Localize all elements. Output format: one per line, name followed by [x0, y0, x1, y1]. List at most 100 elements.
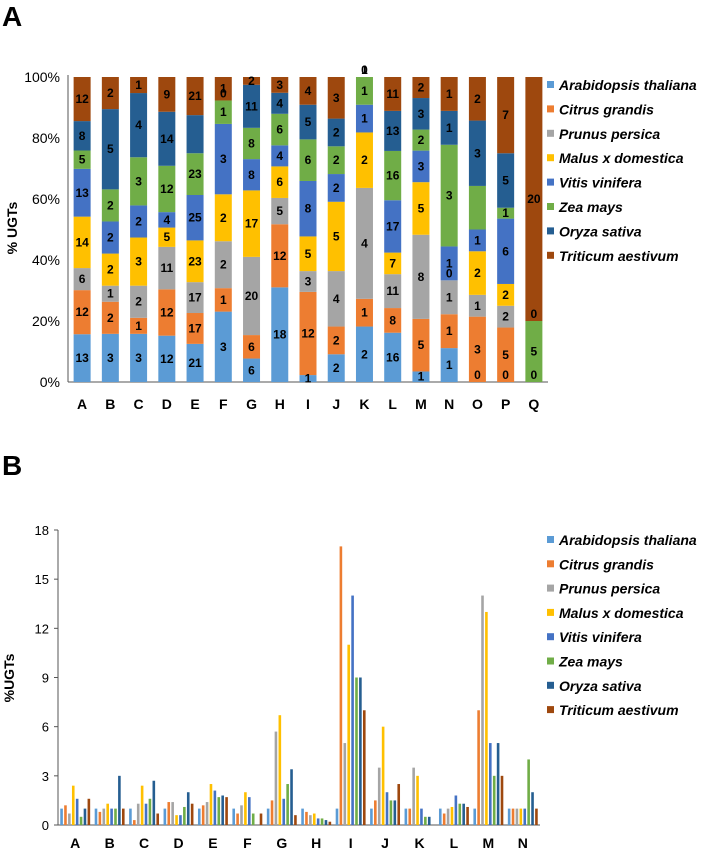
- panel-b-bar: [473, 808, 477, 825]
- panel-a-segment-label: 2: [502, 288, 509, 302]
- panel-b-bar: [355, 677, 358, 825]
- panel-b-x-tick-label: A: [70, 835, 80, 850]
- panel-b-legend-swatch: [547, 536, 554, 543]
- panel-b-bar: [359, 677, 362, 825]
- panel-b-bar: [320, 818, 324, 825]
- panel-a-segment-label: 6: [79, 272, 86, 286]
- panel-a-segment-labels: 1312614135812321222523123234112121154121…: [75, 63, 540, 386]
- panel-a-bar-segment: [327, 201, 345, 272]
- panel-a-segment-label: 3: [333, 91, 340, 105]
- panel-a-bar-segment: [101, 253, 119, 286]
- panel-a-bar-segment: [440, 110, 458, 145]
- panel-a-bar-segment: [412, 318, 430, 372]
- panel-a-segment-label: 12: [160, 306, 174, 320]
- panel-b-bar: [171, 802, 174, 825]
- panel-a-segment-label: 12: [75, 92, 89, 106]
- panel-a-segment-label: 1: [305, 372, 312, 386]
- panel-a-legend-label: Zea mays: [558, 199, 623, 215]
- panel-a-segment-label: 20: [245, 289, 259, 303]
- panel-a-segment-label: 8: [248, 168, 255, 182]
- panel-a-segment-label: 2: [418, 81, 425, 95]
- panel-a-axes: 0% 20% 40% 60% 80% 100% A B C D E F G H I J K L M N O P Q: [24, 69, 548, 412]
- panel-a-bar-segment: [525, 321, 543, 382]
- panel-a-segment-label: 12: [273, 249, 287, 263]
- panel-b-y-tick-label: 12: [35, 621, 49, 636]
- panel-a-bar-segment: [299, 139, 317, 181]
- panel-a-segment-label: 7: [502, 108, 509, 122]
- panel-a-segment-label: 9: [163, 87, 170, 101]
- panel-a-bar-segment: [355, 132, 373, 188]
- panel-a-legend-label: Citrus grandis: [559, 101, 654, 117]
- panel-a-y-tick-label: 60%: [32, 191, 60, 207]
- panel-a-legend-swatch: [547, 81, 554, 88]
- panel-b-bar: [377, 767, 381, 825]
- panel-a-segment-label: 2: [333, 181, 340, 195]
- panel-a-segment-label: 3: [220, 152, 227, 166]
- panel-b-x-tick-label: J: [381, 835, 389, 850]
- panel-b-bar: [485, 611, 488, 825]
- panel-a-bar-segment: [186, 240, 204, 283]
- panel-b-bar: [416, 775, 419, 825]
- panel-a-segment-label: 1: [474, 233, 481, 247]
- panel-b-bar: [412, 767, 415, 825]
- panel-a-bar-segment: [384, 77, 402, 111]
- panel-a-bar-segment: [101, 189, 119, 222]
- panel-a-segment-label: 5: [531, 345, 538, 359]
- panel-a-bar-segment: [440, 246, 458, 281]
- panel-a-segment-label: 1: [135, 319, 142, 333]
- panel-a-legend-label: Oryza sativa: [559, 223, 642, 239]
- panel-b: B %UGTs 0 3 6 9 12 15 18 A B C D E F G H I J K L M N Arabido…: [1, 450, 697, 850]
- panel-a-legend-swatch: [547, 178, 554, 186]
- panel-b-bar: [507, 808, 511, 825]
- panel-a-bar-segment: [73, 168, 91, 217]
- panel-a-x-tick-label: B: [105, 396, 115, 412]
- panel-a-segment-label: 2: [248, 74, 255, 88]
- panel-a-bar-segment: [355, 104, 373, 133]
- panel-b-legend-label: Oryza sativa: [559, 678, 642, 694]
- panel-b-bar: [397, 784, 401, 825]
- panel-b-bar: [408, 808, 412, 825]
- panel-b-bar: [259, 813, 263, 825]
- panel-a-legend-label: Arabidopsis thaliana: [558, 77, 697, 93]
- panel-a-bar-segment: [158, 289, 176, 336]
- panel-b-bar: [535, 808, 538, 825]
- panel-a-segment-label: 2: [418, 133, 425, 147]
- panel-a-segment-label: 1: [446, 121, 453, 135]
- panel-a-legend-label: Prunus persica: [559, 126, 660, 142]
- panel-a-bar-segment: [158, 246, 176, 290]
- panel-a-segment-label: 1: [474, 299, 481, 313]
- panel-a-bar-segment: [412, 150, 430, 183]
- panel-a-legend: Arabidopsis thaliana Citrus grandis Prunus…: [547, 77, 697, 264]
- panel-a-legend-swatch: [547, 227, 554, 235]
- panel-a-bar-segment: [130, 317, 148, 334]
- panel-a-segment-label: 14: [75, 235, 89, 249]
- panel-a-segment-label: 7: [389, 256, 396, 270]
- panel-b-bar: [438, 808, 442, 825]
- panel-b-y-tick-label: 3: [42, 769, 49, 784]
- panel-a-bar-segment: [299, 291, 317, 376]
- panel-a-legend-label: Triticum aestivum: [559, 248, 679, 264]
- panel-a-segment-label: 1: [220, 293, 227, 307]
- panel-a-segment-label: 5: [107, 142, 114, 156]
- panel-a-segment-label: 12: [160, 352, 174, 366]
- panel-a-bar-segment: [101, 333, 119, 382]
- panel-b-bar: [316, 818, 320, 825]
- panel-a-bar-segment: [355, 298, 373, 327]
- panel-b-x-tick-label: L: [450, 835, 459, 850]
- panel-a-segment-label: 2: [107, 231, 114, 245]
- panel-a-y-tick-label: 20%: [32, 313, 60, 329]
- panel-b-bar: [462, 803, 465, 825]
- panel-b-bar: [393, 800, 397, 825]
- panel-a-segment-label: 20: [527, 192, 541, 206]
- panel-b-bar: [335, 808, 339, 825]
- panel-b-bar: [106, 803, 109, 825]
- panel-a-segment-label: 5: [305, 247, 312, 261]
- panel-b-bar: [489, 743, 492, 825]
- panel-a-bar-segment: [243, 358, 261, 382]
- panel-b-bar: [114, 808, 117, 825]
- panel-a-segment-label: 3: [305, 274, 312, 288]
- panel-a-bar-segment: [299, 104, 317, 140]
- panel-a-segment-label: 8: [389, 313, 396, 327]
- panel-b-legend-swatch: [547, 706, 554, 714]
- panel-a-bar-segment: [327, 77, 345, 119]
